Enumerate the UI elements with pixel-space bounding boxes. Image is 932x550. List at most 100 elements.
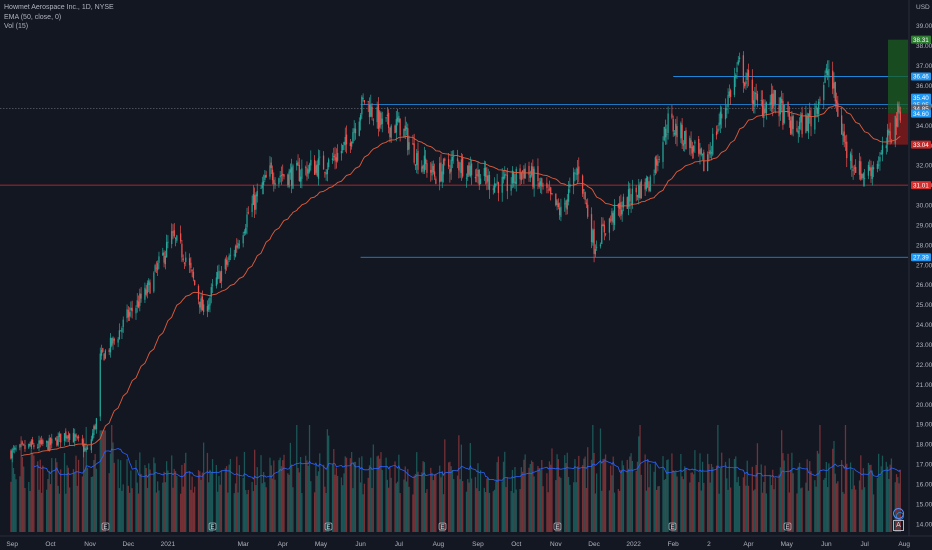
earnings-marker-label: E	[103, 525, 107, 531]
position-profit-zone[interactable]	[888, 39, 908, 114]
volume-bar	[426, 489, 428, 532]
candle-body	[435, 178, 437, 184]
position-loss-zone[interactable]	[888, 113, 908, 145]
time-tick-label: Mar	[238, 541, 250, 548]
price-tag-35.40[interactable]	[911, 93, 931, 102]
volume-bar	[111, 425, 113, 532]
candle-body	[797, 130, 799, 134]
candle-body	[298, 164, 300, 182]
candle-body	[191, 269, 193, 272]
volume-bar	[20, 436, 22, 532]
volume-bar	[376, 456, 378, 532]
candle-body	[157, 263, 159, 271]
earnings-marker-icon[interactable]	[553, 522, 562, 531]
candle-body	[657, 161, 659, 166]
volume-bar	[301, 493, 303, 532]
earnings-marker-icon[interactable]	[324, 522, 333, 531]
volume-bar	[870, 464, 872, 532]
candle-body	[842, 133, 844, 136]
candle-body	[146, 282, 149, 294]
candle-body	[626, 197, 628, 209]
candle-body	[117, 339, 119, 343]
volume-bar	[805, 482, 807, 532]
volume-bar	[672, 470, 674, 532]
volume-bar	[694, 450, 696, 532]
candle-body	[136, 300, 138, 307]
candle-body	[111, 338, 113, 346]
candle-body	[173, 230, 175, 237]
volume-bar	[635, 470, 637, 532]
volume-bar	[690, 472, 692, 532]
volume-bar	[435, 473, 437, 532]
candle-body	[376, 106, 378, 123]
volume-bar	[21, 457, 24, 532]
volume-bar	[51, 458, 53, 532]
price-tag-36.46[interactable]	[911, 72, 931, 81]
volume-bar	[299, 456, 302, 532]
candle-body	[497, 182, 500, 193]
auto-scale-button[interactable]: A	[893, 520, 904, 531]
volume-bar	[465, 491, 468, 532]
candle-body	[467, 165, 469, 177]
candle-body	[389, 127, 391, 138]
candle-body	[128, 312, 131, 317]
candle-body	[262, 181, 265, 186]
candle-body	[861, 173, 863, 179]
volume-bar	[897, 477, 899, 532]
price-tag-27.39[interactable]	[911, 253, 931, 262]
candle-body	[530, 166, 533, 176]
volume-bar	[474, 477, 477, 532]
symbol-title[interactable]: Howmet Aerospace Inc., 1D, NYSE	[4, 4, 114, 11]
volume-bar	[655, 489, 658, 532]
candle-body	[439, 163, 441, 183]
candle-body	[478, 169, 480, 186]
candle-body	[601, 224, 603, 244]
candle-body	[869, 166, 871, 171]
price-tick-label: 23.00	[916, 342, 932, 349]
candle-body	[849, 153, 852, 161]
volume-bar	[602, 459, 604, 532]
reset-chart-icon[interactable]	[893, 508, 904, 519]
price-tag-34.60[interactable]	[911, 109, 931, 118]
candle-body	[422, 165, 424, 169]
candle-body	[245, 227, 247, 234]
ema-indicator-label[interactable]: EMA (50, close, 0)	[4, 13, 62, 21]
candle-body	[648, 186, 650, 191]
price-tag-38.31[interactable]	[911, 35, 931, 44]
volume-bar	[42, 465, 44, 532]
price-tag-33.04[interactable]	[911, 140, 931, 149]
volume-bar	[380, 452, 382, 532]
candle-body	[66, 436, 68, 440]
earnings-marker-icon[interactable]	[783, 522, 792, 531]
earnings-marker-icon[interactable]	[438, 522, 447, 531]
earnings-marker-label: E	[785, 525, 789, 531]
candle-body	[729, 90, 732, 97]
candle-body	[56, 439, 58, 446]
earnings-marker-icon[interactable]	[208, 522, 217, 531]
volume-indicator-label[interactable]: Vol (15)	[4, 23, 29, 30]
candle-body	[863, 177, 866, 179]
candle-body	[126, 309, 128, 319]
volume-bar	[199, 471, 201, 532]
volume-bar	[590, 459, 593, 532]
volume-bar	[190, 489, 192, 532]
price-tag-31.01[interactable]	[911, 181, 931, 190]
candle-body	[433, 171, 436, 177]
volume-bar	[171, 455, 173, 532]
candle-body	[372, 119, 374, 121]
volume-bar	[617, 489, 619, 532]
volume-bar	[844, 425, 847, 532]
candle-body	[837, 102, 839, 117]
volume-bar	[72, 469, 75, 532]
volume-bar	[127, 485, 129, 532]
price-tick-label: 19.00	[916, 422, 932, 429]
earnings-marker-icon[interactable]	[101, 522, 110, 531]
candle-body	[310, 159, 312, 166]
volume-bar	[425, 492, 427, 532]
volume-bar	[56, 462, 58, 532]
earnings-marker-icon[interactable]	[668, 522, 677, 531]
candle-body	[273, 179, 275, 184]
volume-bar	[800, 488, 802, 532]
volume-bar	[58, 493, 61, 532]
